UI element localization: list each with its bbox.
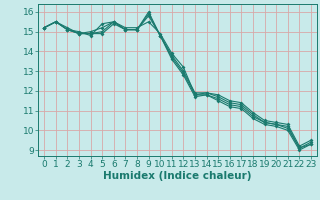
X-axis label: Humidex (Indice chaleur): Humidex (Indice chaleur) [103, 171, 252, 181]
